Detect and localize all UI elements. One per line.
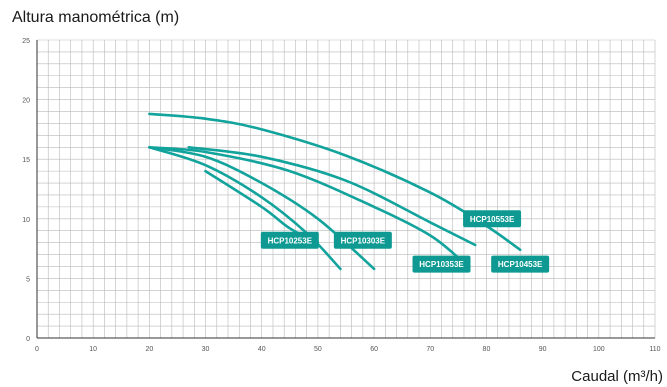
y-tick-label: 20: [22, 98, 30, 105]
x-tick-label: 110: [649, 346, 660, 353]
curve-label-hcp10303e: HCP10303E: [333, 231, 392, 249]
curve-label-text: HCP10303E: [341, 236, 386, 245]
curve-label-text: HCP10453E: [498, 260, 543, 269]
x-tick-label: 10: [89, 346, 97, 353]
curve-label-hcp10553e: HCP10553E: [463, 210, 522, 228]
x-tick-label: 40: [258, 346, 266, 353]
x-tick-label: 80: [483, 346, 491, 353]
y-tick-label: 5: [26, 276, 30, 283]
tick-labels: 0 10 20 30 40 50 60 70 80 90 100 110 0 5 10 15 20 25: [22, 38, 660, 353]
curve-label-box: [260, 231, 319, 249]
y-axis-title: Altura manométrica (m): [12, 9, 179, 26]
curve-hcp10253e: [148, 146, 342, 271]
curve-label-box: [491, 255, 550, 273]
curve-label-box: [333, 231, 392, 249]
curve-label-text: HCP10253E: [268, 236, 313, 245]
y-tick-label: 0: [26, 336, 30, 343]
y-tick-label: 25: [22, 38, 30, 45]
x-tick-label: 70: [426, 346, 434, 353]
curve-label-hcp10453e: HCP10453E: [491, 255, 550, 273]
x-tick-label: 20: [145, 346, 153, 353]
x-tick-label: 60: [370, 346, 378, 353]
curve-hcp10353e: [148, 146, 466, 265]
grid: [36, 39, 656, 339]
curve-hcp10553e: [148, 112, 522, 252]
curve-label-text: HCP10553E: [470, 215, 515, 224]
x-tick-label: 30: [202, 346, 210, 353]
x-tick-label: 90: [539, 346, 547, 353]
x-tick-label: 50: [314, 346, 322, 353]
curve-hcp10453e: [187, 146, 477, 247]
x-axis-title: Caudal (m³/h): [571, 368, 663, 385]
curve-label-hcp10353e: HCP10353E: [412, 255, 471, 273]
x-tick-label: 0: [35, 346, 39, 353]
curve-label-hcp10253e: HCP10253E: [260, 231, 319, 249]
curve-label-box: [412, 255, 471, 273]
x-tick-label: 100: [593, 346, 605, 353]
curve-label-text: HCP10353E: [419, 260, 464, 269]
y-tick-label: 10: [22, 217, 30, 224]
curve-labels: HCP10253E HCP10303E HCP10353E HCP10453E HCP1…: [260, 210, 550, 273]
y-tick-label: 15: [22, 157, 30, 164]
curve-label-box: [463, 210, 522, 228]
